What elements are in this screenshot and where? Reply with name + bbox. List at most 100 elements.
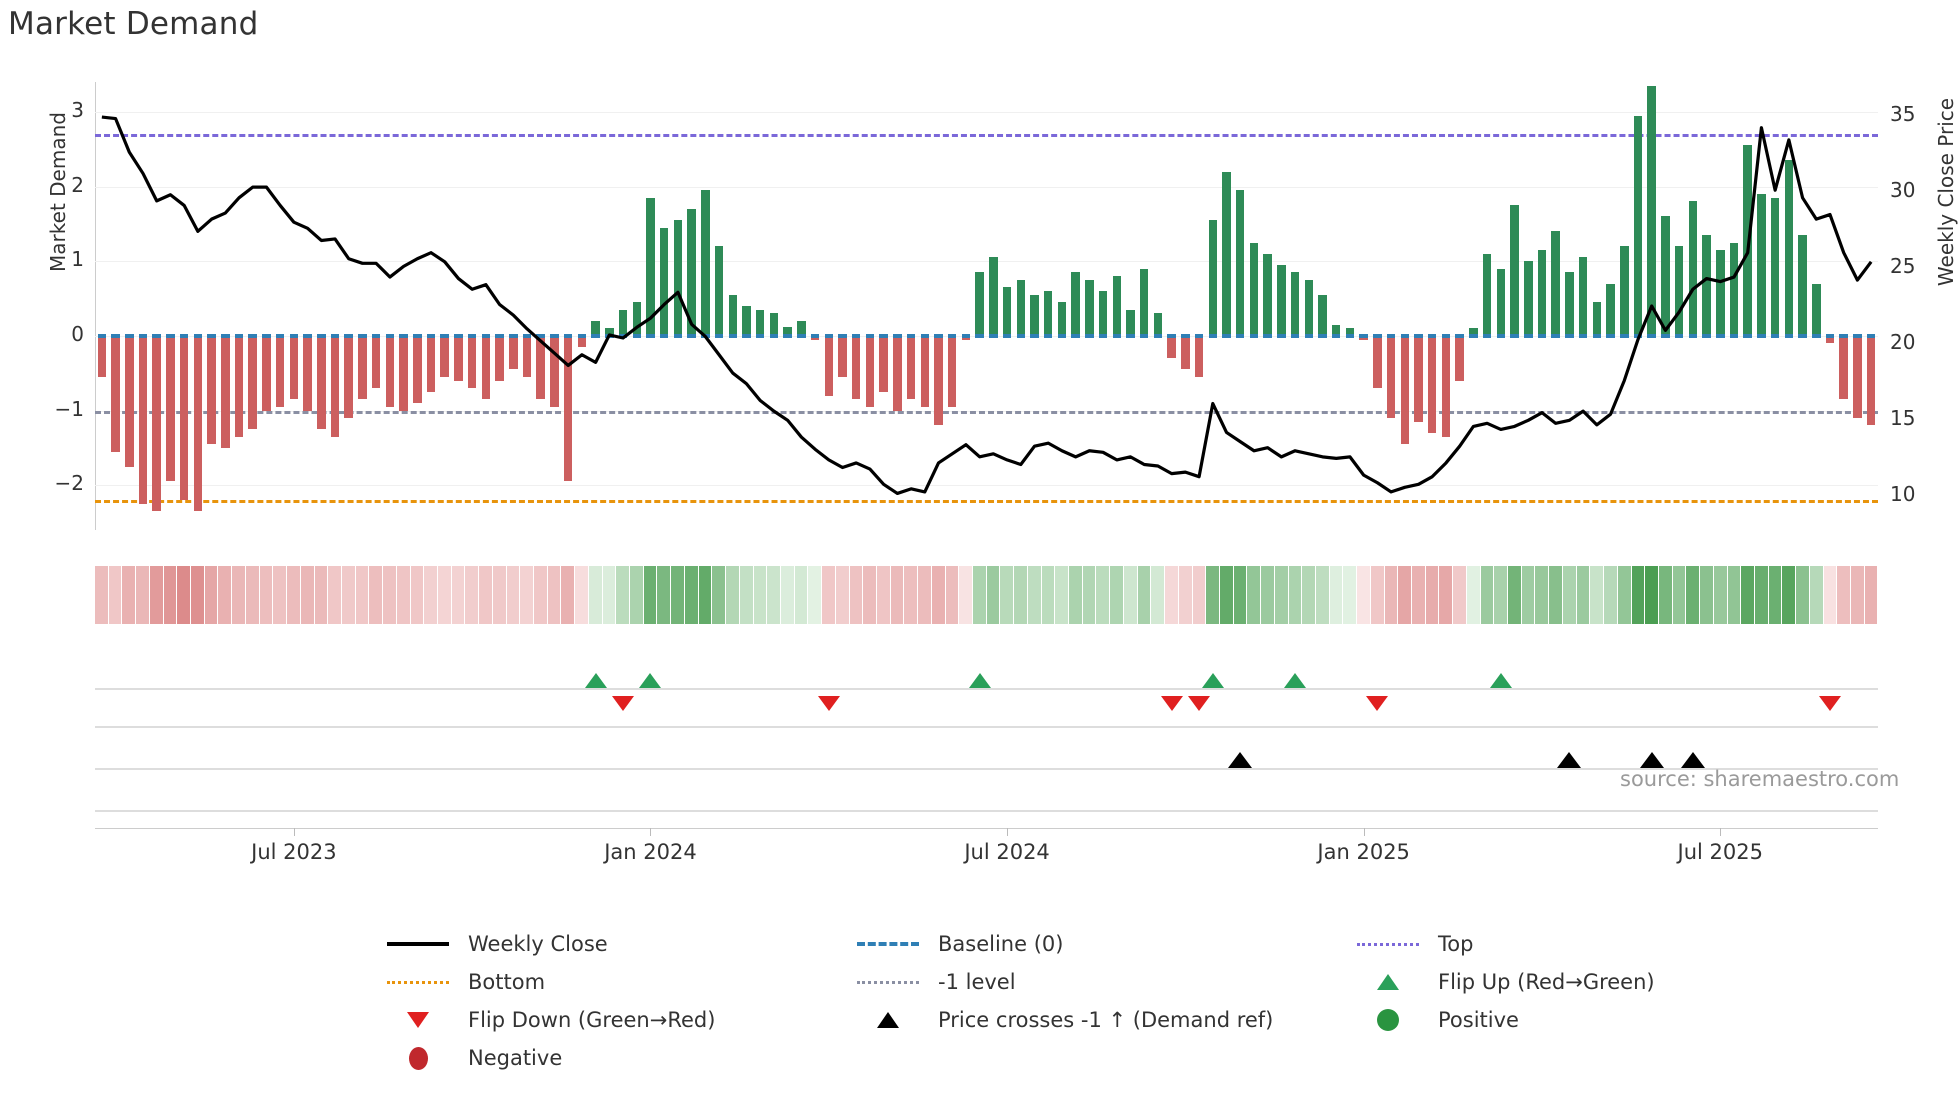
heat-cell bbox=[479, 566, 492, 624]
demand-bar bbox=[838, 335, 847, 377]
price-cross-marker-icon bbox=[1639, 752, 1664, 768]
baseline-tick bbox=[1208, 333, 1218, 338]
baseline-tick bbox=[481, 333, 491, 338]
green-up-triangle-icon bbox=[1377, 974, 1399, 990]
heat-cell bbox=[451, 566, 465, 624]
demand-bar bbox=[1249, 242, 1259, 336]
marker-zone bbox=[95, 640, 1878, 830]
y-tick-left: 3 bbox=[71, 97, 84, 122]
demand-bar bbox=[97, 335, 107, 377]
heat-cell bbox=[1590, 566, 1604, 624]
demand-bar bbox=[522, 335, 532, 377]
heat-cell bbox=[739, 566, 753, 624]
heat-cell bbox=[726, 566, 739, 624]
legend-item[interactable]: Baseline (0) bbox=[850, 925, 1350, 963]
demand-bar bbox=[1496, 268, 1506, 336]
baseline-tick bbox=[1825, 333, 1835, 338]
demand-bar bbox=[303, 335, 312, 411]
heat-cell bbox=[945, 566, 959, 624]
baseline-tick bbox=[824, 333, 834, 338]
x-tick-mark bbox=[1007, 828, 1009, 836]
heat-cell bbox=[1851, 566, 1864, 624]
heat-cell bbox=[822, 566, 835, 624]
demand-bar bbox=[179, 335, 189, 501]
heat-cell bbox=[1137, 566, 1151, 624]
baseline-tick bbox=[1441, 333, 1451, 338]
demand-bar bbox=[1729, 242, 1739, 336]
main-plot-area bbox=[95, 82, 1878, 530]
gridline bbox=[95, 186, 1878, 188]
demand-bar bbox=[646, 197, 655, 336]
demand-bar bbox=[1647, 85, 1656, 336]
legend-item[interactable]: Negative bbox=[380, 1039, 850, 1077]
demand-bar bbox=[947, 335, 957, 407]
heat-cell bbox=[218, 566, 232, 624]
flip-up-marker-icon bbox=[1489, 673, 1512, 688]
baseline-tick bbox=[1551, 333, 1560, 338]
demand-bar bbox=[1139, 268, 1149, 336]
heat-cell bbox=[904, 566, 918, 624]
x-tick-label: Jul 2025 bbox=[1677, 840, 1763, 864]
baseline-tick bbox=[1277, 333, 1286, 338]
demand-bar bbox=[1002, 287, 1012, 336]
demand-bar bbox=[495, 335, 504, 381]
baseline-tick bbox=[193, 333, 203, 338]
baseline-tick bbox=[563, 333, 573, 338]
legend-item[interactable]: Top bbox=[1350, 925, 1760, 963]
y-tick-right: 15 bbox=[1890, 406, 1916, 431]
heat-cell bbox=[1082, 566, 1096, 624]
demand-bar bbox=[550, 335, 559, 407]
demand-bar bbox=[1592, 302, 1602, 336]
legend-item[interactable]: Flip Down (Green→Red) bbox=[380, 1001, 850, 1039]
demand-bar bbox=[1606, 283, 1615, 336]
baseline-tick bbox=[248, 333, 257, 338]
heat-cell bbox=[177, 566, 191, 624]
baseline-tick bbox=[262, 333, 271, 338]
baseline-tick bbox=[1784, 333, 1794, 338]
demand-bar bbox=[1112, 276, 1122, 336]
baseline-tick bbox=[385, 333, 395, 338]
legend-item[interactable]: Weekly Close bbox=[380, 925, 850, 963]
legend-item[interactable]: Positive bbox=[1350, 1001, 1760, 1039]
demand-bar bbox=[1098, 291, 1108, 336]
heat-cell bbox=[1604, 566, 1617, 624]
baseline-tick bbox=[851, 333, 861, 338]
price-cross-marker-icon bbox=[1557, 752, 1582, 768]
baseline-tick bbox=[1757, 333, 1766, 338]
green-circle-icon bbox=[1377, 1009, 1399, 1031]
baseline-tick bbox=[536, 333, 545, 338]
demand-bar bbox=[234, 335, 244, 437]
baseline-tick bbox=[1661, 333, 1670, 338]
heat-cell bbox=[1110, 566, 1123, 624]
baseline-tick bbox=[1139, 333, 1149, 338]
baseline-tick bbox=[783, 333, 792, 338]
legend-item[interactable]: Flip Up (Red→Green) bbox=[1350, 963, 1760, 1001]
demand-bar bbox=[824, 335, 834, 396]
demand-bar bbox=[1016, 279, 1026, 336]
legend-item[interactable]: -1 level bbox=[850, 963, 1350, 1001]
legend-item[interactable]: Price crosses -1 ↑ (Demand ref) bbox=[850, 1001, 1350, 1039]
baseline-tick bbox=[1496, 333, 1506, 338]
gridline bbox=[95, 261, 1878, 263]
demand-bar bbox=[111, 335, 120, 452]
baseline-tick bbox=[577, 333, 587, 338]
heat-cell bbox=[1398, 566, 1411, 624]
baseline-tick bbox=[1866, 333, 1876, 338]
demand-bar bbox=[1770, 197, 1780, 336]
baseline-tick bbox=[1373, 333, 1382, 338]
heat-cell bbox=[547, 566, 561, 624]
legend-label: Bottom bbox=[468, 970, 546, 994]
heat-cell bbox=[1466, 566, 1480, 624]
heat-cell bbox=[1672, 566, 1686, 624]
baseline-tick bbox=[975, 333, 984, 338]
baseline-tick bbox=[399, 333, 408, 338]
heat-cell bbox=[314, 566, 328, 624]
y-tick-right: 20 bbox=[1890, 330, 1916, 355]
baseline-tick bbox=[879, 333, 888, 338]
legend-item[interactable]: Bottom bbox=[380, 963, 850, 1001]
demand-bar bbox=[1126, 309, 1135, 336]
demand-bar bbox=[605, 328, 614, 336]
baseline-tick bbox=[646, 333, 655, 338]
y-tick-left: −2 bbox=[54, 471, 84, 496]
